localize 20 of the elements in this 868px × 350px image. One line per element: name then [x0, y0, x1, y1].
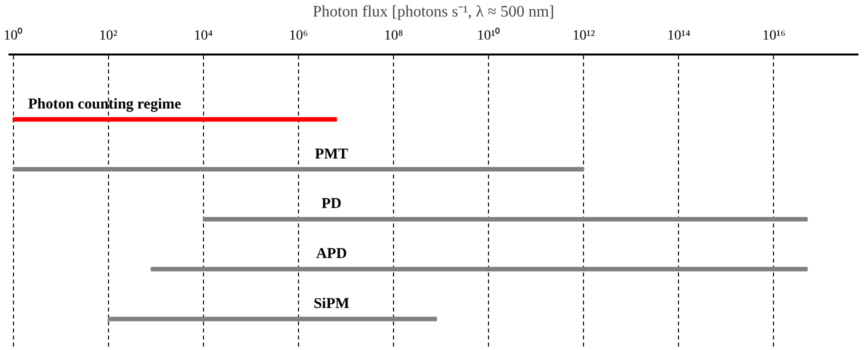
x-axis-title: Photon flux [photons s⁻¹, λ ≈ 500 nm]	[312, 4, 554, 20]
y-tick-label: PD	[322, 196, 342, 212]
bar	[108, 316, 437, 322]
bar	[202, 216, 808, 222]
bar	[150, 266, 808, 272]
x-tick-label: 10¹⁶	[762, 28, 786, 44]
x-tick-label: 10⁰	[4, 28, 23, 44]
y-tick-label: APD	[316, 246, 348, 262]
y-tick-label: SiPM	[314, 296, 350, 312]
bar	[12, 167, 584, 172]
x-tick-label: 10¹⁴	[667, 28, 690, 44]
x-tick-label: 10¹²	[572, 28, 595, 44]
y-tick-label: PMT	[314, 146, 348, 162]
x-tick-label: 10⁴	[194, 28, 213, 44]
bar	[12, 117, 337, 122]
y-tick-label: Photon counting regime	[28, 96, 182, 112]
x-tick-label: 10¹⁰	[477, 28, 500, 44]
x-tick-label: 10⁸	[384, 28, 404, 44]
x-tick-label: 10²	[99, 28, 118, 44]
x-tick-label: 10⁶	[288, 28, 308, 44]
